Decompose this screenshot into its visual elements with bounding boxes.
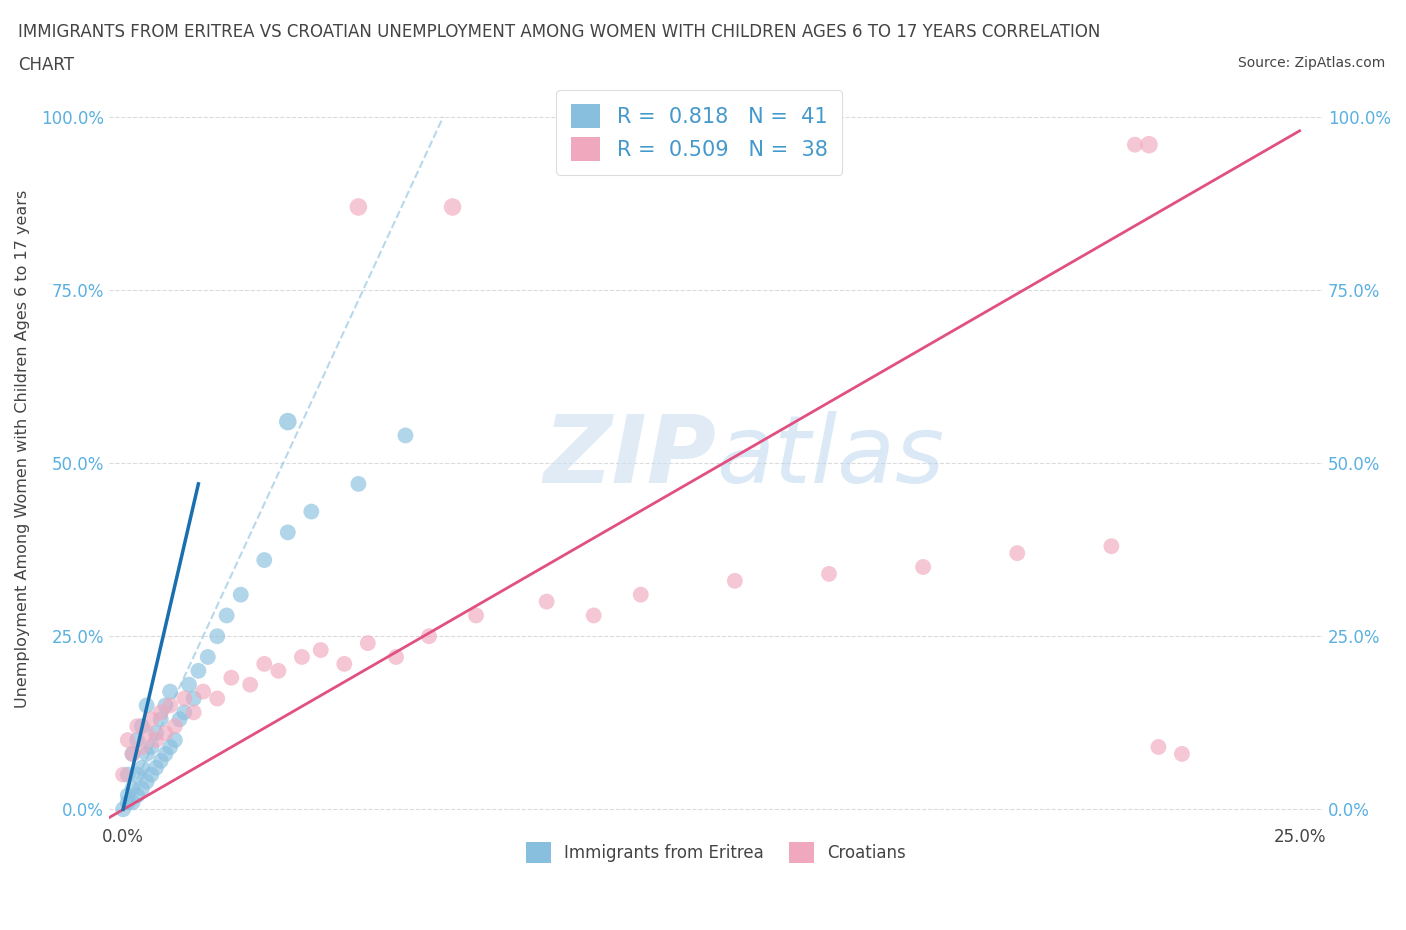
Point	[582, 608, 605, 623]
Point	[117, 767, 139, 782]
Point	[291, 649, 314, 664]
Point	[121, 795, 143, 810]
Point	[183, 691, 205, 706]
Point	[155, 747, 177, 762]
Point	[121, 781, 143, 796]
Point	[205, 629, 228, 644]
Point	[277, 414, 299, 429]
Point	[149, 705, 172, 720]
Point	[163, 733, 186, 748]
Point	[169, 711, 191, 726]
Point	[127, 733, 149, 748]
Point	[145, 725, 167, 740]
Point	[253, 657, 276, 671]
Point	[121, 747, 143, 762]
Point	[145, 761, 167, 776]
Point	[465, 608, 488, 623]
Point	[131, 719, 153, 734]
Point	[205, 691, 228, 706]
Point	[131, 761, 153, 776]
Point	[536, 594, 558, 609]
Point	[135, 747, 157, 762]
Point	[277, 525, 299, 539]
Point	[347, 200, 370, 215]
Point	[309, 643, 332, 658]
Point	[630, 587, 652, 602]
Point	[385, 649, 408, 664]
Point	[183, 705, 205, 720]
Point	[267, 663, 290, 678]
Point	[215, 608, 238, 623]
Point	[112, 802, 135, 817]
Point	[1171, 747, 1194, 762]
Point	[141, 739, 163, 754]
Point	[127, 719, 149, 734]
Point	[163, 719, 186, 734]
Point	[117, 733, 139, 748]
Point	[441, 200, 464, 215]
Point	[1123, 138, 1146, 153]
Point	[191, 684, 214, 699]
Point	[229, 587, 252, 602]
Point	[135, 774, 157, 789]
Point	[159, 739, 181, 754]
Point	[357, 636, 380, 651]
Point	[117, 788, 139, 803]
Point	[187, 663, 209, 678]
Point	[177, 677, 200, 692]
Point	[394, 428, 416, 443]
Text: Source: ZipAtlas.com: Source: ZipAtlas.com	[1237, 56, 1385, 70]
Point	[173, 691, 195, 706]
Point	[253, 552, 276, 567]
Point	[127, 767, 149, 782]
Point	[239, 677, 262, 692]
Point	[141, 767, 163, 782]
Point	[159, 684, 181, 699]
Point	[141, 711, 163, 726]
Point	[1147, 739, 1170, 754]
Y-axis label: Unemployment Among Women with Children Ages 6 to 17 years: Unemployment Among Women with Children A…	[15, 190, 30, 709]
Text: IMMIGRANTS FROM ERITREA VS CROATIAN UNEMPLOYMENT AMONG WOMEN WITH CHILDREN AGES : IMMIGRANTS FROM ERITREA VS CROATIAN UNEM…	[18, 23, 1101, 41]
Point	[121, 747, 143, 762]
Point	[1007, 546, 1029, 561]
Point	[155, 725, 177, 740]
Point	[221, 671, 243, 685]
Text: CHART: CHART	[18, 56, 75, 73]
Point	[135, 725, 157, 740]
Point	[131, 781, 153, 796]
Point	[1137, 138, 1160, 153]
Point	[117, 795, 139, 810]
Point	[155, 698, 177, 713]
Legend: Immigrants from Eritrea, Croatians: Immigrants from Eritrea, Croatians	[517, 834, 914, 870]
Point	[1099, 538, 1122, 553]
Point	[347, 476, 370, 491]
Point	[112, 767, 135, 782]
Point	[145, 733, 167, 748]
Point	[912, 560, 935, 575]
Point	[418, 629, 440, 644]
Point	[818, 566, 841, 581]
Text: atlas: atlas	[716, 411, 945, 502]
Point	[724, 574, 747, 589]
Point	[333, 657, 356, 671]
Point	[131, 739, 153, 754]
Point	[149, 711, 172, 726]
Point	[127, 788, 149, 803]
Point	[159, 698, 181, 713]
Point	[135, 698, 157, 713]
Text: ZIP: ZIP	[543, 411, 716, 503]
Point	[299, 504, 322, 519]
Point	[173, 705, 195, 720]
Point	[197, 649, 219, 664]
Point	[149, 753, 172, 768]
